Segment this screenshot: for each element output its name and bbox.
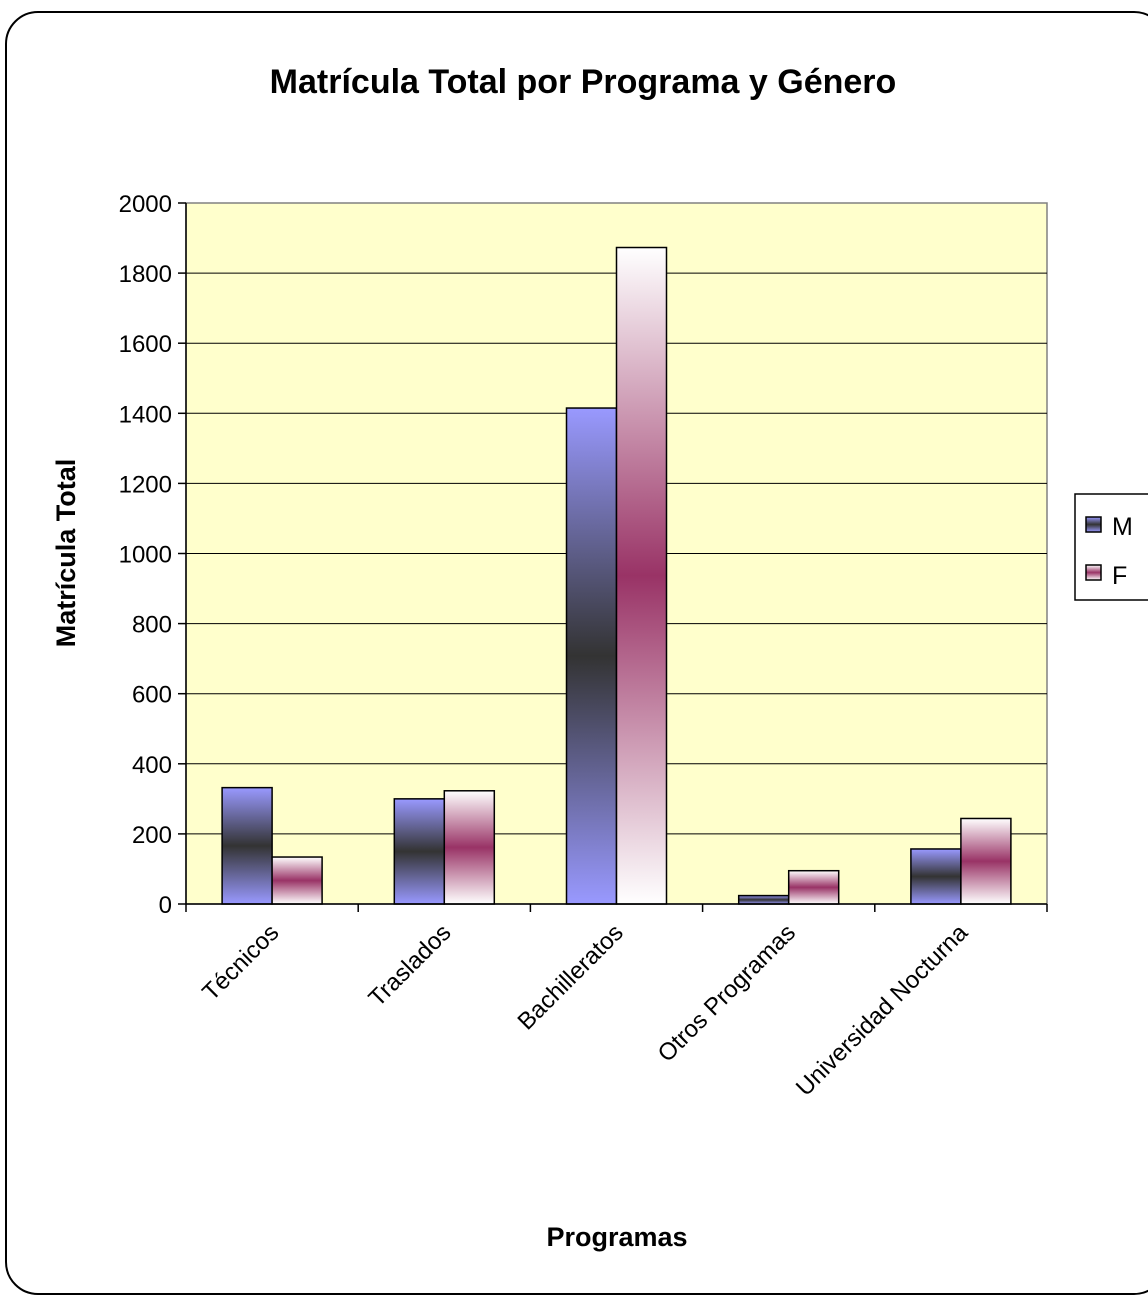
bar-m xyxy=(565,407,618,905)
bar-f xyxy=(443,790,496,905)
y-tick-labels: 0 200 400 600 800 1000 1200 1400 1600 1800 2000 xyxy=(119,191,172,919)
legend-swatch-f xyxy=(1085,564,1102,581)
y-tick-label: 1800 xyxy=(119,261,172,288)
y-tick-label: 2000 xyxy=(119,191,172,218)
y-tick-label: 1000 xyxy=(119,542,172,569)
legend-label-m: M xyxy=(1112,513,1133,541)
y-tick-label: 1400 xyxy=(119,401,172,428)
bars xyxy=(221,246,1012,905)
legend-swatch-m xyxy=(1085,516,1102,533)
x-axis-title: Programas xyxy=(546,1222,687,1252)
bar-f xyxy=(960,817,1012,905)
legend-label-f: F xyxy=(1112,562,1127,590)
bar-m xyxy=(737,894,790,905)
legend-box xyxy=(1074,493,1148,601)
y-tick-label: 200 xyxy=(132,822,172,849)
y-tick-label: 400 xyxy=(132,752,172,779)
legend: M F xyxy=(1074,493,1148,601)
y-tick-label: 600 xyxy=(132,682,172,709)
y-tick-label: 1600 xyxy=(119,331,172,358)
bar-m xyxy=(221,786,273,905)
bar-f xyxy=(615,246,668,905)
axes xyxy=(178,202,1048,912)
y-tick-label: 0 xyxy=(159,892,172,919)
bar-m xyxy=(910,848,962,905)
bar-f xyxy=(271,856,323,905)
y-tick-label: 800 xyxy=(132,612,172,639)
y-axis-title: Matrícula Total xyxy=(51,459,81,648)
bar-m xyxy=(393,798,446,905)
chart-title: Matrícula Total por Programa y Género xyxy=(270,63,897,101)
y-tick-label: 1200 xyxy=(119,471,172,498)
bar-f xyxy=(787,869,840,905)
